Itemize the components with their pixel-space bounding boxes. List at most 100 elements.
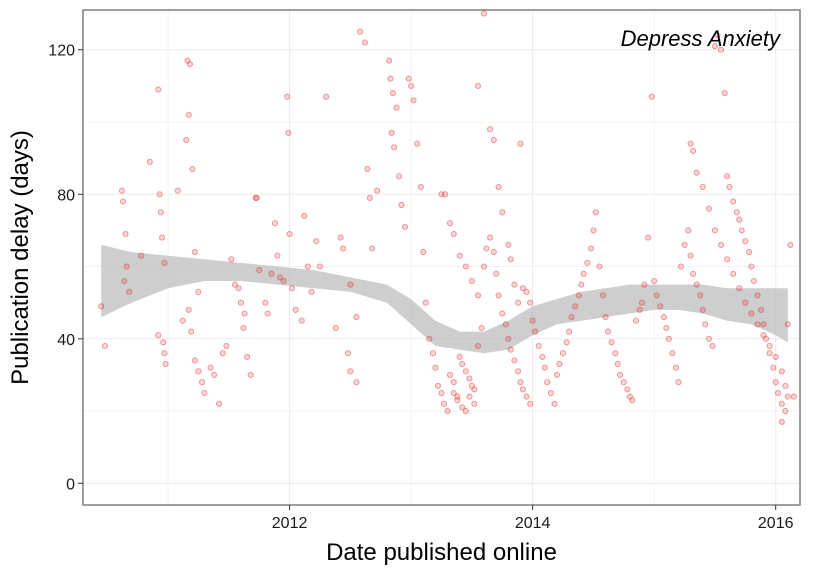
data-point: [641, 281, 648, 288]
data-point: [742, 299, 749, 306]
data-point: [517, 379, 524, 386]
data-point: [438, 191, 445, 198]
data-point: [721, 90, 728, 97]
data-point: [693, 281, 700, 288]
data-point: [551, 400, 558, 407]
data-point: [705, 205, 712, 212]
data-point: [672, 364, 680, 371]
data-point: [602, 314, 609, 321]
data-point: [748, 310, 755, 317]
data-point: [398, 202, 405, 209]
data-point: [511, 281, 518, 288]
data-point: [584, 259, 591, 266]
x-axis-title: Date published online: [326, 539, 557, 566]
data-point: [426, 335, 433, 342]
data-point: [651, 277, 658, 285]
data-point: [276, 274, 283, 281]
data-point: [456, 252, 463, 259]
data-point: [387, 75, 394, 82]
data-point: [738, 227, 745, 234]
data-point: [527, 299, 534, 306]
data-point: [353, 379, 360, 386]
data-point: [235, 285, 242, 292]
data-point: [408, 82, 415, 89]
data-point: [323, 93, 330, 100]
y-axis-title: Publication delay (days): [7, 130, 34, 385]
data-point: [422, 299, 429, 306]
data-point: [714, 32, 721, 39]
data-point: [490, 249, 497, 256]
data-point: [374, 187, 381, 194]
data-point: [575, 292, 582, 299]
data-point: [301, 212, 308, 219]
data-point: [690, 270, 697, 277]
data-point: [775, 389, 782, 397]
data-point: [155, 332, 162, 339]
data-point: [466, 375, 473, 382]
data-point: [459, 404, 466, 411]
data-point: [364, 165, 371, 173]
data-points: [98, 10, 797, 425]
plot-panel-border: [82, 9, 801, 506]
data-point: [770, 364, 777, 371]
data-point: [438, 389, 445, 397]
data-point: [158, 234, 166, 241]
data-point: [388, 129, 395, 136]
data-point: [405, 75, 412, 82]
data-point: [347, 281, 354, 288]
data-point: [223, 342, 230, 350]
data-point: [675, 379, 682, 386]
data-point: [687, 252, 694, 259]
data-point: [754, 321, 761, 328]
data-point: [566, 328, 573, 335]
data-point: [268, 270, 275, 277]
data-point: [459, 361, 466, 368]
data-point: [699, 183, 706, 191]
data-point: [742, 238, 749, 245]
data-point: [724, 256, 731, 263]
data-point: [462, 408, 469, 415]
data-point: [523, 393, 530, 400]
data-point: [313, 238, 320, 245]
data-point: [505, 335, 512, 342]
data-point: [417, 183, 424, 191]
data-point: [361, 39, 368, 46]
data-point: [288, 285, 296, 292]
data-point: [515, 368, 522, 375]
data-point: [620, 379, 627, 386]
data-point: [787, 241, 794, 248]
data-point: [122, 230, 129, 238]
data-point: [483, 245, 490, 252]
data-point: [286, 230, 293, 238]
data-point: [766, 342, 773, 350]
data-point: [298, 317, 305, 324]
data-point: [638, 299, 646, 306]
data-point: [758, 306, 765, 313]
data-point: [155, 86, 162, 93]
data-point: [332, 324, 339, 332]
data-point: [219, 350, 226, 357]
data-point: [201, 389, 208, 397]
data-point: [186, 61, 193, 68]
data-point: [231, 281, 238, 288]
data-point: [480, 263, 488, 270]
data-point: [766, 350, 773, 357]
x-tick-label: 2016: [758, 515, 794, 532]
data-point: [544, 379, 551, 386]
y-axis-ticks: 0 40 80 120: [48, 43, 83, 493]
data-point: [587, 245, 595, 252]
data-point: [391, 144, 398, 151]
data-point: [434, 382, 441, 389]
data-point: [681, 241, 688, 248]
y-tick-label: 80: [57, 187, 75, 204]
data-point: [617, 371, 624, 378]
data-point: [189, 165, 196, 173]
data-point: [563, 339, 570, 346]
data-point: [478, 324, 485, 332]
data-point: [432, 364, 439, 371]
data-point: [677, 263, 684, 270]
data-point: [762, 335, 770, 342]
data-point: [669, 350, 676, 357]
data-point: [690, 147, 697, 154]
data-point: [629, 397, 636, 404]
